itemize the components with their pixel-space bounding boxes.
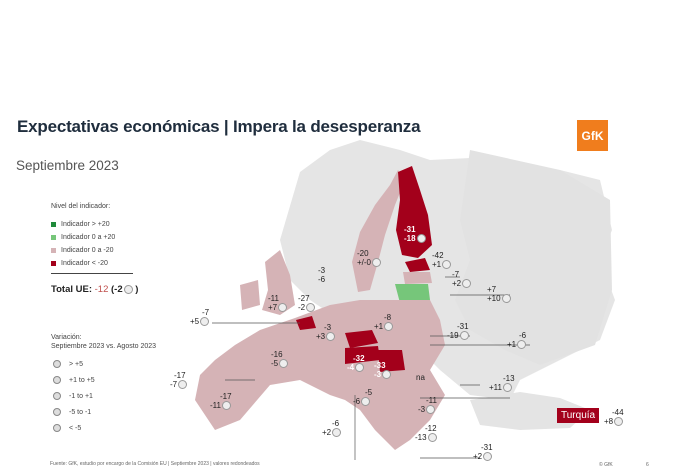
change-arrow-icon: [355, 363, 365, 373]
copyright: © GfK: [599, 462, 613, 468]
change-arrow-icon: [278, 303, 288, 313]
country-label: -3 -6: [318, 266, 326, 284]
arrow-up-icon: [53, 360, 61, 368]
turkey-badge: Turquía: [557, 408, 600, 423]
lithuania: [395, 284, 430, 303]
legend-item: Indicador > +20: [51, 221, 110, 228]
change-arrow-icon: [459, 331, 469, 341]
legend-swatch: [51, 221, 56, 227]
country-label: +7 +10: [487, 285, 511, 304]
estonia: [405, 258, 430, 272]
country-label: -17 -11: [210, 392, 232, 411]
russia-east: [455, 150, 612, 365]
legend-swatch: [51, 234, 56, 240]
legend-change-item: +1 to +5: [53, 376, 95, 384]
hungary-shape: [378, 350, 405, 372]
country-label: -5 -6: [353, 388, 373, 407]
legend-change-item: -1 to +1: [53, 392, 93, 400]
country-label: -13 +11: [489, 374, 515, 393]
change-arrow-icon: [614, 417, 624, 427]
change-arrow-icon: [332, 428, 342, 438]
arrow-down-right-icon: [53, 408, 61, 416]
gfk-logo: GfK: [577, 120, 608, 151]
country-label: -6 +1: [507, 331, 527, 350]
change-arrow-icon: [306, 303, 316, 313]
country-label: -11 -3: [418, 396, 437, 415]
country-label: -31 -19: [447, 322, 469, 341]
arrow-up-right-icon: [53, 376, 61, 384]
arrow-down-icon: [53, 424, 61, 432]
change-arrow-icon: [427, 433, 437, 443]
page-number: 6: [646, 462, 649, 468]
legend-item: Indicador < -20: [51, 260, 108, 267]
change-arrow-icon: [502, 383, 512, 393]
change-arrow-icon: [501, 294, 511, 304]
norway-sweden: [352, 170, 405, 292]
latvia: [403, 272, 432, 284]
country-label: -8 +1: [374, 313, 394, 332]
country-label: -7 +5: [190, 308, 210, 327]
change-arrow-icon: [372, 258, 382, 268]
change-arrow-icon: [326, 332, 336, 342]
country-label: -11 +7: [268, 294, 288, 313]
source-note: Fuente: GfK, estudio por encargo de la C…: [50, 461, 260, 467]
country-label: -20 +/-0: [357, 249, 382, 268]
change-arrow-icon: [200, 317, 210, 327]
total-eu: Total UE: -12 (-2 ): [51, 284, 139, 295]
arrow-right-icon: [53, 392, 61, 400]
change-arrow-icon: [426, 405, 436, 415]
country-label: -3 +3: [316, 323, 336, 342]
legend-item: Indicador 0 a +20: [51, 234, 115, 241]
ireland: [240, 280, 260, 310]
czechia-shape: [345, 330, 378, 348]
country-label: -31 -18: [404, 225, 426, 244]
austria-shape: [345, 346, 380, 364]
country-label: -12 -13: [415, 424, 437, 443]
change-arrow-icon: [221, 401, 231, 411]
page-title: Expectativas económicas | Impera la dese…: [17, 117, 421, 136]
country-label: -16 -5: [271, 350, 289, 369]
legend-level-heading: Nivel del indicador:: [51, 203, 111, 210]
change-arrow-icon: [382, 370, 392, 380]
legend-swatch: [51, 260, 56, 266]
country-label: -42 +1: [432, 251, 452, 270]
change-arrow-icon: [178, 380, 188, 390]
legend-change-subheading: Septiembre 2023 vs. Agosto 2023: [51, 343, 157, 350]
legend-change-item: < -5: [53, 424, 81, 432]
belgium-shape: [296, 316, 316, 330]
change-arrow-icon: [361, 397, 371, 407]
country-label: -17 -7: [170, 371, 188, 390]
change-arrow-icon: [416, 234, 426, 244]
legend-change-heading: Variación:: [51, 334, 82, 341]
legend-change-item: -5 to -1: [53, 408, 91, 416]
country-label: -31 +2: [473, 443, 493, 462]
continental-eu: [195, 300, 445, 450]
country-label: -27 -2: [298, 294, 316, 313]
legend-swatch: [51, 247, 56, 253]
country-label: -7 +2: [452, 270, 472, 289]
country-label: -33 -3: [374, 361, 392, 380]
change-arrow-icon: [517, 340, 527, 350]
change-arrow-icon: [279, 359, 289, 369]
turkey-label: -44 +8: [604, 408, 624, 427]
change-arrow-icon: [384, 322, 394, 332]
legend-change-item: > +5: [53, 360, 83, 368]
change-arrow-icon: [442, 260, 452, 270]
country-label: -32 -4: [347, 354, 365, 373]
uk: [262, 250, 295, 315]
legend-divider: [51, 273, 133, 274]
page-subtitle: Septiembre 2023: [16, 158, 119, 173]
country-label: na: [416, 373, 425, 382]
country-label: -6 +2: [322, 419, 342, 438]
change-arrow-icon: [483, 452, 493, 462]
change-arrow-icon: [123, 284, 133, 294]
change-arrow-icon: [462, 279, 472, 289]
legend-item: Indicador 0 a -20: [51, 247, 114, 254]
